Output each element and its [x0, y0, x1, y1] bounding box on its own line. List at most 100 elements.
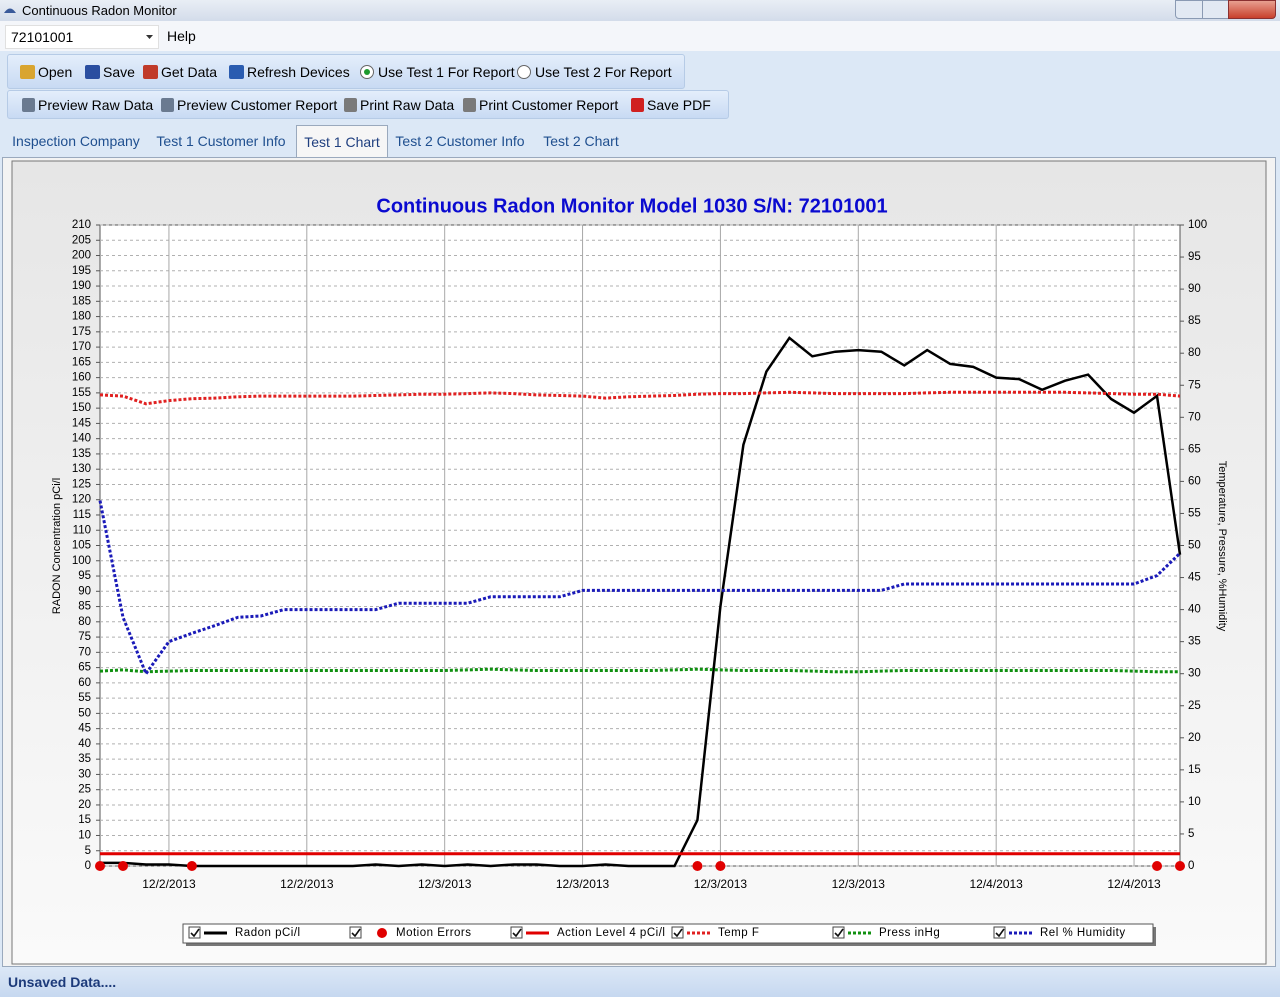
x-tick-label: 12/3/2013 [418, 877, 472, 891]
marker [692, 861, 703, 871]
y2-tick-label: 90 [1188, 283, 1201, 295]
marker [1175, 861, 1185, 871]
y2-tick-label: 20 [1188, 732, 1201, 744]
legend-label: Radon pCi/l [235, 927, 301, 939]
tab[interactable]: Test 2 Chart [543, 133, 619, 149]
legend-check [351, 928, 361, 938]
toolbar-button[interactable]: Save PDF [631, 91, 711, 118]
y-tick-label: 175 [72, 326, 91, 338]
y-tick-label: 190 [72, 280, 91, 292]
y2-tick-label: 45 [1188, 572, 1201, 584]
tab[interactable]: Test 1 Customer Info [156, 133, 286, 149]
radio-button[interactable]: Use Test 1 For Report [360, 55, 515, 88]
y-tick-label: 45 [78, 723, 91, 735]
y-tick-label: 80 [78, 616, 91, 628]
legend-label: Action Level 4 pCi/l [557, 927, 665, 939]
legend-checkbox[interactable] [993, 926, 1006, 939]
toolbar-button[interactable]: Print Raw Data [344, 91, 454, 118]
app-icon [4, 8, 16, 13]
legend-marker [377, 928, 387, 938]
y-tick-label: 75 [78, 631, 91, 643]
marker [1152, 861, 1163, 871]
y-tick-label: 10 [78, 830, 91, 842]
legend-checkbox[interactable] [188, 926, 201, 939]
radio-button[interactable]: Use Test 2 For Report [517, 55, 672, 88]
y2-axis-label: Temperature, Pressure, %Humidity [1216, 461, 1228, 632]
y2-tick-label: 100 [1188, 219, 1207, 231]
radio-dot [364, 68, 370, 75]
button-label: Save [103, 63, 135, 80]
y-tick-label: 165 [72, 356, 91, 368]
x-tick-label: 12/2/2013 [280, 877, 334, 891]
window-title: Continuous Radon Monitor [22, 3, 177, 18]
y2-tick-label: 75 [1188, 379, 1201, 391]
x-tick-label: 12/4/2013 [1107, 877, 1161, 891]
y-tick-label: 200 [72, 250, 91, 262]
y2-tick-label: 60 [1188, 475, 1201, 487]
button-label: Print Raw Data [360, 96, 455, 113]
button-label: Get Data [161, 63, 218, 80]
y-tick-label: 20 [78, 799, 91, 811]
y-tick-label: 160 [72, 372, 91, 384]
y-tick-label: 180 [72, 311, 91, 323]
button-icon [85, 64, 100, 79]
button-icon [161, 97, 174, 112]
marker [186, 861, 197, 871]
close-button[interactable] [1228, 0, 1276, 19]
y-tick-label: 60 [78, 677, 91, 689]
y-tick-label: 70 [78, 646, 91, 658]
tab-strip: Inspection Company Test 1 Customer Info Te… [2, 125, 1278, 157]
toolbar-button[interactable]: Open [20, 55, 72, 88]
y2-tick-label: 0 [1188, 860, 1194, 872]
y2-tick-label: 80 [1188, 347, 1201, 359]
legend-checkbox[interactable] [349, 926, 362, 939]
y2-tick-label: 35 [1188, 636, 1201, 648]
button-icon [631, 97, 644, 112]
button-label: Open [38, 63, 73, 80]
y2-tick-label: 15 [1188, 764, 1201, 776]
toolbar-button[interactable]: Preview Customer Report [161, 91, 337, 118]
y2-tick-label: 10 [1188, 796, 1201, 808]
series-line [98, 500, 1182, 677]
menu-item[interactable]: Help [167, 28, 196, 44]
legend-checkbox[interactable] [671, 926, 684, 939]
y-tick-label: 50 [78, 707, 91, 719]
button-label: Refresh Devices [247, 63, 350, 80]
legend-checkbox[interactable] [510, 926, 523, 939]
toolbar: Preview Raw Data Preview Customer Report P… [7, 90, 729, 119]
status-bar: Unsaved Data.... [0, 968, 1280, 997]
marker [95, 861, 105, 871]
y-tick-label: 150 [72, 402, 91, 414]
toolbar-button[interactable]: Preview Raw Data [22, 91, 153, 118]
tab[interactable]: Inspection Company [12, 133, 140, 149]
y-tick-label: 95 [78, 570, 91, 582]
radio-circle [360, 64, 374, 79]
toolbar-button[interactable]: Save [85, 55, 135, 88]
toolbar-button[interactable]: Get Data [143, 55, 217, 88]
x-tick-label: 12/2/2013 [142, 877, 196, 891]
legend-check [834, 928, 844, 938]
y-tick-label: 205 [72, 234, 91, 246]
legend-checkbox[interactable] [832, 926, 845, 939]
y-tick-label: 85 [78, 601, 91, 613]
button-icon [22, 97, 35, 112]
device-value: 72101001 [11, 29, 74, 45]
toolbar: Open Save Get Data Refresh Devices Use Test … [7, 54, 685, 89]
toolbar-button[interactable]: Print Customer Report [463, 91, 618, 118]
y-tick-label: 115 [73, 509, 91, 521]
series-line [99, 667, 1180, 674]
y-tick-label: 30 [78, 768, 91, 780]
y-tick-label: 125 [72, 478, 91, 490]
toolbar-button[interactable]: Refresh Devices [229, 55, 350, 88]
legend-check [995, 928, 1005, 938]
device-combobox[interactable]: 72101001 [5, 25, 159, 49]
y-tick-label: 170 [72, 341, 91, 353]
marker [715, 861, 726, 871]
button-icon [229, 64, 244, 79]
tab[interactable]: Test 1 Chart [296, 125, 388, 157]
legend-label: Temp F [718, 927, 759, 939]
y-tick-label: 110 [73, 524, 91, 536]
y2-tick-label: 95 [1188, 251, 1201, 263]
tab[interactable]: Test 2 Customer Info [395, 133, 525, 149]
